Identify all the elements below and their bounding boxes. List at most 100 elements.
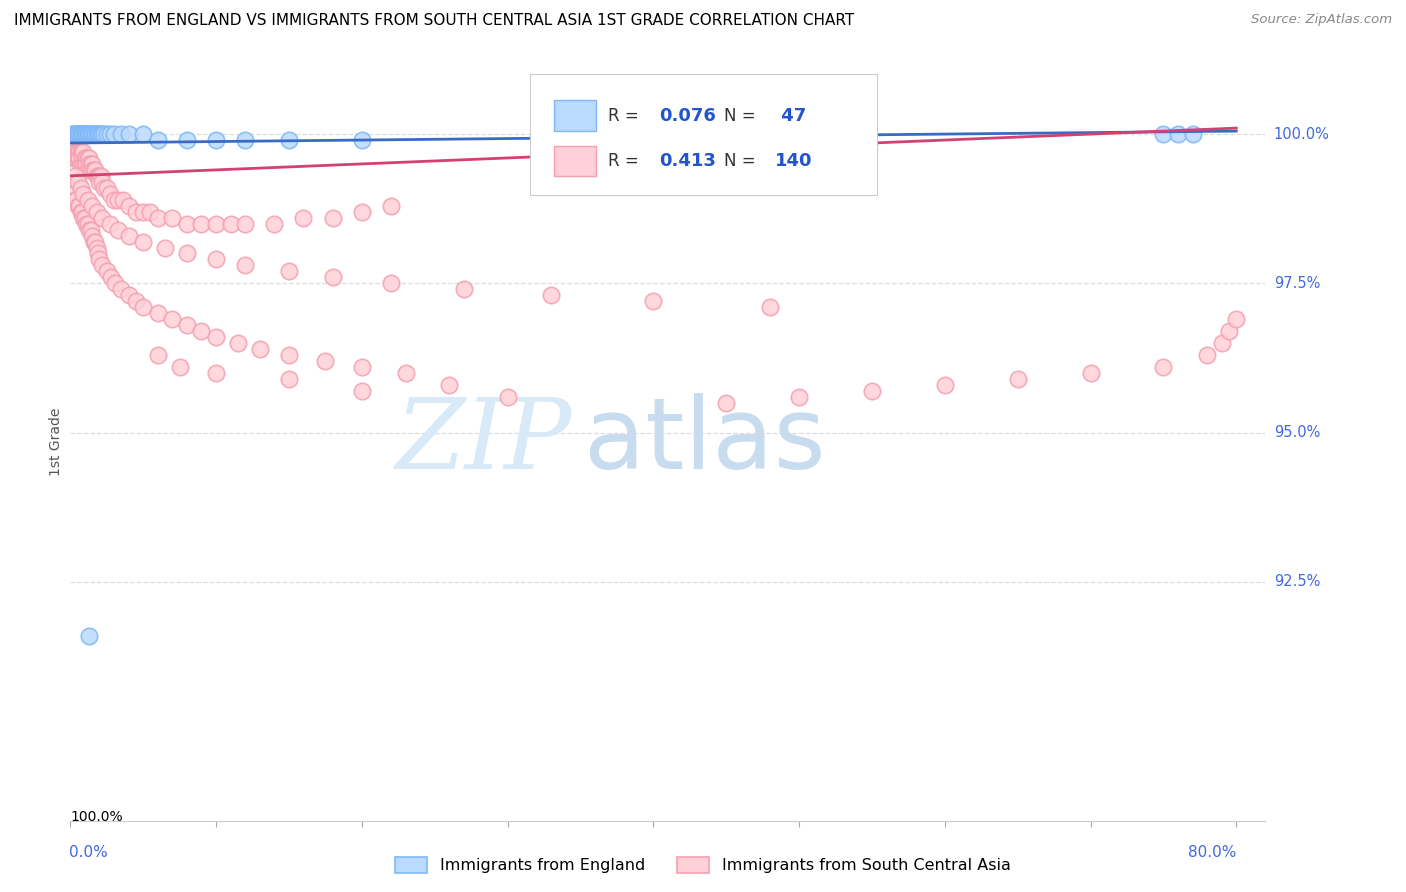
Point (91, 175, 114, 189)
Point (70, 151, 93, 165)
Point (69, 181, 91, 195)
Text: 140: 140 (776, 152, 813, 170)
Point (72, 211, 94, 225)
Point (934, 377, 956, 392)
Text: 0.076: 0.076 (659, 106, 717, 125)
Point (226, 336, 249, 351)
Point (1167, 127, 1189, 141)
Point (65, 193, 87, 207)
Point (62, 186, 84, 201)
Point (73, 151, 96, 165)
Point (77, 222, 100, 236)
Point (233, 133, 256, 147)
Point (89, 127, 111, 141)
Point (96, 127, 118, 141)
Point (63, 145, 86, 159)
Text: 47: 47 (776, 106, 807, 125)
Point (125, 204, 148, 219)
Point (233, 217, 256, 231)
Point (77, 157, 100, 171)
Point (277, 133, 299, 147)
Point (83, 127, 105, 141)
Point (350, 359, 373, 374)
Point (67, 145, 90, 159)
Point (77, 127, 100, 141)
Point (146, 133, 169, 147)
Point (62, 145, 84, 159)
FancyBboxPatch shape (530, 74, 877, 195)
Point (787, 390, 810, 404)
Point (176, 318, 198, 332)
Point (104, 277, 127, 291)
Point (860, 384, 883, 398)
Point (76, 193, 98, 207)
Point (146, 306, 169, 320)
Point (73, 211, 96, 225)
Point (93, 181, 115, 195)
Point (86, 169, 108, 183)
Point (96, 181, 118, 195)
Point (453, 282, 475, 296)
Point (277, 348, 299, 362)
Point (110, 282, 132, 296)
Text: 97.5%: 97.5% (1274, 276, 1320, 291)
Point (66, 199, 89, 213)
Point (176, 133, 198, 147)
Point (139, 204, 162, 219)
Point (277, 372, 299, 386)
Point (80, 157, 103, 171)
Point (643, 294, 665, 309)
Point (190, 324, 212, 338)
Point (66, 127, 89, 141)
Point (89, 252, 111, 267)
Point (146, 348, 169, 362)
Text: N =: N = (724, 152, 761, 170)
Point (75, 217, 97, 231)
Point (205, 217, 228, 231)
Text: 80.0%: 80.0% (1188, 845, 1236, 860)
Point (82, 127, 104, 141)
Point (76, 217, 98, 231)
Point (84, 162, 107, 177)
Point (60, 139, 83, 153)
Point (1007, 372, 1029, 386)
Point (205, 330, 228, 344)
Point (91, 259, 114, 273)
Point (86, 240, 108, 254)
Point (759, 300, 782, 314)
Point (1225, 312, 1247, 326)
Point (62, 127, 84, 141)
Point (292, 211, 315, 225)
Point (162, 211, 184, 225)
Point (98, 217, 121, 231)
Point (98, 186, 121, 201)
Point (111, 193, 134, 207)
Point (117, 199, 139, 213)
Point (87, 246, 110, 260)
Point (60, 186, 83, 201)
Point (77, 151, 100, 165)
Point (394, 366, 416, 380)
Point (91, 127, 114, 141)
Text: 0.413: 0.413 (659, 152, 717, 170)
Point (63, 127, 86, 141)
Point (496, 390, 519, 404)
Point (1152, 127, 1174, 141)
Point (83, 235, 105, 249)
Text: Source: ZipAtlas.com: Source: ZipAtlas.com (1251, 13, 1392, 27)
Text: ZIP: ZIP (396, 394, 572, 489)
FancyBboxPatch shape (554, 101, 596, 130)
Point (190, 217, 212, 231)
Point (132, 204, 155, 219)
Point (82, 228, 104, 243)
Point (82, 199, 104, 213)
Legend: Immigrants from England, Immigrants from South Central Asia: Immigrants from England, Immigrants from… (389, 850, 1017, 880)
Point (82, 157, 104, 171)
Point (69, 127, 91, 141)
Point (66, 127, 89, 141)
Point (82, 127, 104, 141)
Point (103, 127, 125, 141)
Point (63, 193, 86, 207)
Point (219, 217, 242, 231)
Point (87, 169, 110, 183)
